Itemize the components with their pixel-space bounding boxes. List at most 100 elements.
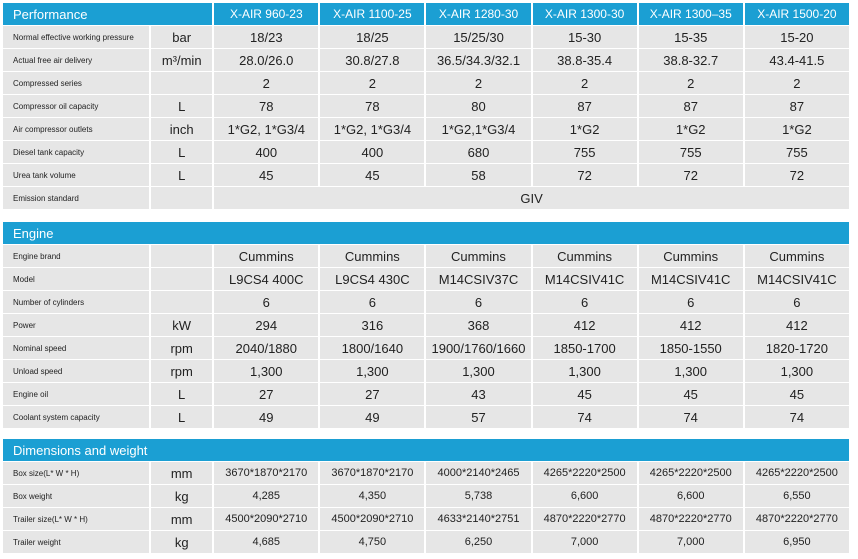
cell-value: 4000*2140*2465 <box>424 461 531 484</box>
cell-value: 15-20 <box>742 25 849 48</box>
cell-value: 755 <box>530 140 637 163</box>
cell-value: 74 <box>742 405 849 428</box>
table-row: Actual free air delivery m³/min 28.0/26.0 3… <box>3 48 849 71</box>
row-label: Compressor oil capacity <box>3 94 150 117</box>
row-label: Box size(L* W * H) <box>3 461 150 484</box>
cell-value: 4,685 <box>212 530 319 553</box>
cell-value: 2 <box>530 71 637 94</box>
row-unit: L <box>149 163 213 186</box>
row-label: Air compressor outlets <box>3 117 150 140</box>
row-unit <box>149 290 213 313</box>
cell-value: 2 <box>212 71 319 94</box>
model-header: X-AIR 1500-20 <box>742 3 849 25</box>
cell-value: 43 <box>424 382 531 405</box>
cell-value: 1850-1550 <box>636 336 743 359</box>
dimensions-section: Dimensions and weight Box size(L* W * H)… <box>3 439 849 553</box>
cell-value: 6 <box>530 290 637 313</box>
cell-value: 1,300 <box>424 359 531 382</box>
cell-value: 18/25 <box>318 25 425 48</box>
table-row: Model L9CS4 400C L9CS4 430C M14CSIV37C M14CS… <box>3 267 849 290</box>
cell-value: 755 <box>742 140 849 163</box>
row-label: Urea tank volume <box>3 163 150 186</box>
cell-value: 78 <box>318 94 425 117</box>
cell-value: 755 <box>636 140 743 163</box>
row-label: Engine oil <box>3 382 150 405</box>
cell-value: 1,300 <box>636 359 743 382</box>
cell-value: 5,738 <box>424 484 531 507</box>
cell-value: 6,950 <box>742 530 849 553</box>
section-title: Engine <box>3 222 849 244</box>
cell-value: M14CSIV37C <box>424 267 531 290</box>
cell-value: 4,350 <box>318 484 425 507</box>
cell-value: 1,300 <box>318 359 425 382</box>
cell-value: 2 <box>742 71 849 94</box>
cell-value: 6 <box>742 290 849 313</box>
cell-value: Cummins <box>742 244 849 267</box>
table-row: Trailer size(L* W * H) mm 4500*2090*2710 45… <box>3 507 849 530</box>
cell-value: 72 <box>636 163 743 186</box>
cell-value: 4870*2220*2770 <box>742 507 849 530</box>
cell-value: 1*G2 <box>742 117 849 140</box>
row-unit: mm <box>149 461 213 484</box>
dimensions-body: Box size(L* W * H) mm 3670*1870*2170 3670*1… <box>3 461 849 553</box>
cell-value: 38.8-32.7 <box>636 48 743 71</box>
model-header: X-AIR 960-23 <box>212 3 319 25</box>
cell-value: 2 <box>424 71 531 94</box>
performance-table: Performance X-AIR 960-23 X-AIR 1100-25 X… <box>3 3 849 209</box>
table-row: Engine oil L 27 27 43 45 45 45 <box>3 382 849 405</box>
cell-value: M14CSIV41C <box>742 267 849 290</box>
row-unit: L <box>149 140 213 163</box>
cell-value: Cummins <box>212 244 319 267</box>
cell-value: 49 <box>212 405 319 428</box>
cell-value: 45 <box>212 163 319 186</box>
cell-value: 294 <box>212 313 319 336</box>
cell-value: 38.8-35.4 <box>530 48 637 71</box>
cell-value: 1900/1760/1660 <box>424 336 531 359</box>
cell-value: 1*G2, 1*G3/4 <box>318 117 425 140</box>
row-unit <box>149 244 213 267</box>
row-unit: kW <box>149 313 213 336</box>
cell-value: 1,300 <box>742 359 849 382</box>
cell-value: 4500*2090*2710 <box>318 507 425 530</box>
row-unit: kg <box>149 530 213 553</box>
engine-body: Engine brand Cummins Cummins Cummins Cummins… <box>3 244 849 428</box>
cell-value: 1*G2, 1*G3/4 <box>212 117 319 140</box>
cell-value: 1*G2 <box>636 117 743 140</box>
cell-value: 680 <box>424 140 531 163</box>
cell-value: 27 <box>318 382 425 405</box>
table-row: Unload speed rpm 1,300 1,300 1,300 1,300 1,300… <box>3 359 849 382</box>
table-row: Box size(L* W * H) mm 3670*1870*2170 3670*1… <box>3 461 849 484</box>
cell-value: 400 <box>212 140 319 163</box>
row-unit: kg <box>149 484 213 507</box>
cell-value: 78 <box>212 94 319 117</box>
cell-value: 30.8/27.8 <box>318 48 425 71</box>
cell-value: Cummins <box>424 244 531 267</box>
table-row: Engine brand Cummins Cummins Cummins Cummins… <box>3 244 849 267</box>
cell-value: 72 <box>742 163 849 186</box>
emission-value: GIV <box>212 186 849 209</box>
cell-value: 45 <box>742 382 849 405</box>
row-label: Trailer size(L* W * H) <box>3 507 150 530</box>
performance-header: Performance X-AIR 960-23 X-AIR 1100-25 X… <box>3 3 849 25</box>
table-row: Number of cylinders 6 6 6 6 6 6 <box>3 290 849 313</box>
engine-header: Engine <box>3 222 849 244</box>
cell-value: 6,250 <box>424 530 531 553</box>
row-label: Box weight <box>3 484 150 507</box>
row-unit <box>149 267 213 290</box>
cell-value: 6 <box>318 290 425 313</box>
engine-section: Engine Engine brand Cummins Cummins Cummins… <box>3 222 849 428</box>
table-row: Power kW 294 316 368 412 412 412 <box>3 313 849 336</box>
cell-value: 4500*2090*2710 <box>212 507 319 530</box>
cell-value: 4265*2220*2500 <box>530 461 637 484</box>
cell-value: L9CS4 430C <box>318 267 425 290</box>
cell-value: 4633*2140*2751 <box>424 507 531 530</box>
cell-value: 27 <box>212 382 319 405</box>
cell-value: 49 <box>318 405 425 428</box>
model-header: X-AIR 1300–35 <box>636 3 743 25</box>
cell-value: 18/23 <box>212 25 319 48</box>
cell-value: 6 <box>212 290 319 313</box>
table-row: Box weight kg 4,285 4,350 5,738 6,600 6,600 6,5… <box>3 484 849 507</box>
dimensions-table: Dimensions and weight Box size(L* W * H)… <box>3 439 849 553</box>
row-label: Normal effective working pressure <box>3 25 150 48</box>
table-row: Urea tank volume L 45 45 58 72 72 72 <box>3 163 849 186</box>
